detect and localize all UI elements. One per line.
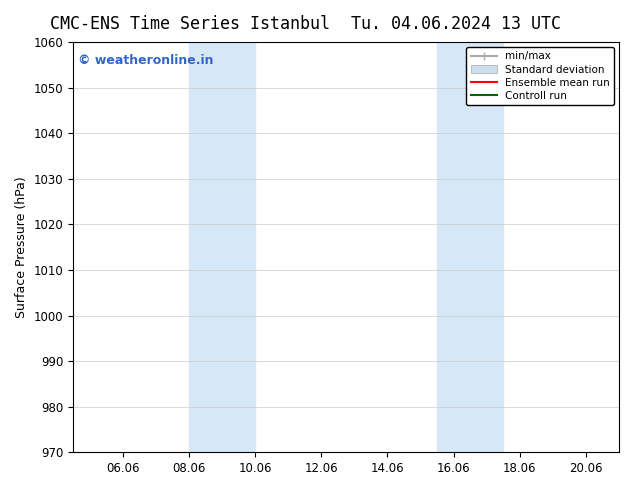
Text: Tu. 04.06.2024 13 UTC: Tu. 04.06.2024 13 UTC [351, 15, 562, 33]
Bar [437, 42, 503, 452]
Text: CMC-ENS Time Series Istanbul: CMC-ENS Time Series Istanbul [50, 15, 330, 33]
Bar [189, 42, 255, 452]
Y-axis label: Surface Pressure (hPa): Surface Pressure (hPa) [15, 176, 28, 318]
Text: © weatheronline.in: © weatheronline.in [79, 54, 214, 67]
Legend: min/max, Standard deviation, Ensemble mean run, Controll run: min/max, Standard deviation, Ensemble me… [467, 47, 614, 105]
